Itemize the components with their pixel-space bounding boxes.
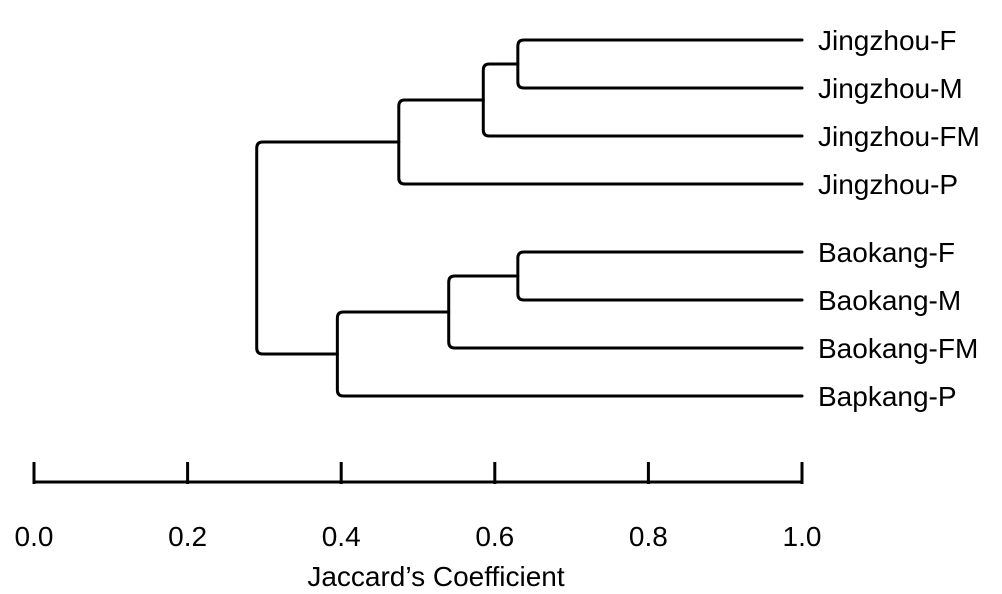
branch-n1 bbox=[516, 38, 804, 90]
leaf-label-bP: Bapkang-P bbox=[818, 381, 957, 412]
axis-tick-label-2: 0.4 bbox=[322, 521, 361, 552]
axis-ticks: 0.0 0.2 0.4 0.6 0.8 1.0 bbox=[15, 462, 822, 552]
leaf-label-jFM: Jingzhou-FM bbox=[818, 121, 980, 152]
leaf-label-bM: Baokang-M bbox=[818, 285, 961, 316]
branch-n7 bbox=[255, 140, 401, 356]
leaf-label-jF: Jingzhou-F bbox=[818, 25, 957, 56]
axis-tick-label-0: 0.0 bbox=[15, 521, 54, 552]
branch-n4 bbox=[516, 250, 804, 302]
leaf-labels: Jingzhou-F Jingzhou-M Jingzhou-FM Jingzhou-… bbox=[818, 25, 980, 412]
axis-tick-label-4: 0.8 bbox=[629, 521, 668, 552]
leaf-label-bF: Baokang-F bbox=[818, 237, 955, 268]
leaf-label-bFM: Baokang-FM bbox=[818, 333, 978, 364]
coefficient-axis: 0.0 0.2 0.4 0.6 0.8 1.0 bbox=[15, 462, 822, 552]
axis-tick-label-5: 1.0 bbox=[783, 521, 822, 552]
branch-n6 bbox=[335, 310, 804, 398]
leaf-label-jP: Jingzhou-P bbox=[818, 169, 958, 200]
leaf-label-jM: Jingzhou-M bbox=[818, 73, 963, 104]
dendrogram-tree bbox=[255, 38, 804, 398]
branch-n2 bbox=[481, 62, 804, 138]
axis-tick-label-1: 0.2 bbox=[168, 521, 207, 552]
branch-n5 bbox=[447, 274, 804, 350]
axis-tick-label-3: 0.6 bbox=[475, 521, 514, 552]
axis-title: Jaccard’s Coefficient bbox=[307, 561, 565, 592]
branch-n3 bbox=[397, 98, 804, 186]
